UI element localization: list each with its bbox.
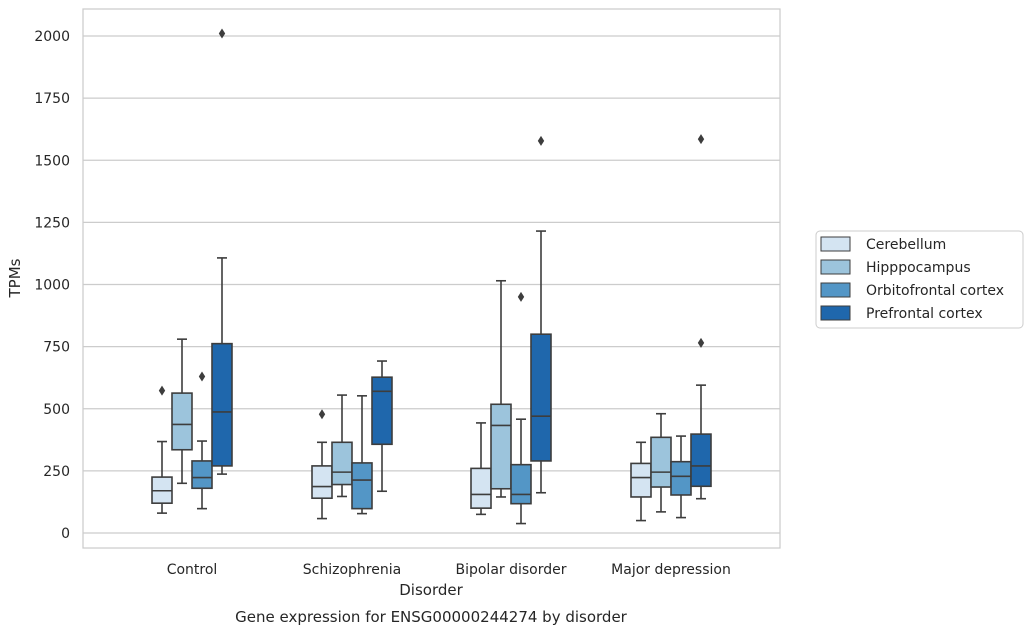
- legend-label: Cerebellum: [866, 237, 946, 253]
- x-tick-label: Bipolar disorder: [455, 562, 566, 578]
- box-body: [670, 460, 692, 496]
- box-group: [311, 409, 333, 520]
- chart-caption: Gene expression for ENSG00000244274 by d…: [235, 608, 628, 626]
- box-group: [191, 371, 213, 510]
- y-tick-label: 1500: [34, 153, 70, 169]
- box-group: [371, 360, 393, 493]
- box-body: [630, 462, 652, 498]
- outlier-point: [318, 409, 326, 420]
- box-group: [151, 385, 173, 514]
- box-group: [331, 394, 353, 498]
- legend-swatch: [820, 259, 851, 275]
- box-body: [371, 376, 393, 446]
- box-body: [331, 441, 353, 486]
- outlier-point: [537, 135, 545, 146]
- x-axis-title: Disorder: [399, 581, 463, 599]
- box-body: [650, 436, 672, 488]
- y-tick-label: 1000: [34, 278, 70, 294]
- outlier-point: [517, 291, 525, 302]
- box-body: [470, 467, 492, 509]
- box-body: [351, 462, 373, 510]
- legend-label: Prefrontal cortex: [866, 306, 983, 322]
- box-group: [171, 338, 193, 485]
- plot-frame: [82, 8, 781, 549]
- legend-frame: [815, 230, 1024, 329]
- box-group: [510, 291, 532, 525]
- y-tick-label: 500: [43, 402, 70, 418]
- box-group: [211, 28, 233, 475]
- y-axis-title: TPMs: [6, 258, 24, 298]
- legend-items: Cerebellum Hipppocampus Orbitofrontal cort…: [820, 236, 1004, 322]
- x-tick-labels: Control Schizophrenia Bipolar disorder Majo…: [167, 562, 731, 578]
- y-tick-label: 1250: [34, 215, 70, 231]
- box-body: [171, 392, 193, 451]
- box-body: [311, 465, 333, 500]
- legend-swatch: [820, 236, 851, 252]
- outlier-point: [697, 337, 705, 348]
- y-tick-label: 250: [43, 464, 70, 480]
- y-tick-label: 750: [43, 340, 70, 356]
- box-group: [670, 435, 692, 519]
- y-tick-labels: 0 250 500 750 1000 1250 1500 1750 2000: [34, 29, 70, 542]
- outlier-point: [218, 28, 226, 39]
- box-group: [650, 412, 672, 513]
- box-body: [530, 333, 552, 462]
- legend: Cerebellum Hipppocampus Orbitofrontal cort…: [815, 230, 1024, 329]
- y-tick-label: 1750: [34, 91, 70, 107]
- legend-label: Orbitofrontal cortex: [866, 283, 1004, 299]
- boxes-layer: [151, 28, 712, 525]
- box-body: [191, 460, 213, 490]
- box-group: [490, 279, 512, 498]
- x-tick-label: Major depression: [611, 562, 731, 578]
- box-group: [351, 395, 373, 515]
- box-body: [690, 433, 712, 488]
- outlier-point: [697, 134, 705, 145]
- box-body: [490, 403, 512, 490]
- box-group: [630, 441, 652, 522]
- y-tick-label: 0: [61, 526, 70, 542]
- box-group: [690, 134, 712, 500]
- box-body: [510, 463, 532, 505]
- box-group: [470, 422, 492, 516]
- box-body: [211, 342, 233, 467]
- legend-swatch: [820, 305, 851, 321]
- outlier-point: [158, 385, 166, 396]
- y-tick-label: 2000: [34, 29, 70, 45]
- legend-label: Hipppocampus: [866, 260, 971, 276]
- outlier-point: [198, 371, 206, 382]
- x-tick-label: Schizophrenia: [303, 562, 401, 578]
- x-tick-label: Control: [167, 562, 218, 578]
- grid-layer: [83, 35, 780, 534]
- legend-swatch: [820, 282, 851, 298]
- box-group: [530, 135, 552, 494]
